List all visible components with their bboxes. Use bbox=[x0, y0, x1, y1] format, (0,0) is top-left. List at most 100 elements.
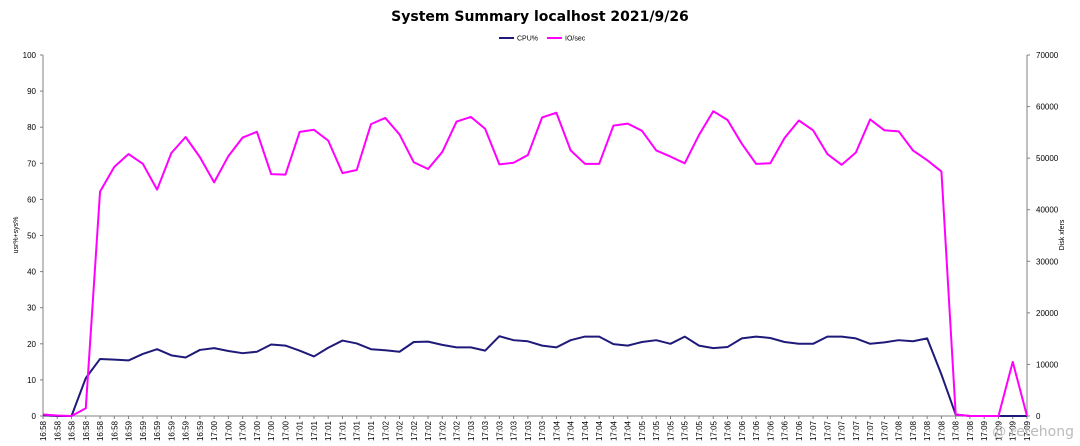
x-tick-label: 17:08 bbox=[909, 420, 918, 441]
x-tick-label: 16:58 bbox=[68, 420, 77, 441]
x-tick-label: 17:01 bbox=[367, 420, 376, 441]
x-tick-label: 16:58 bbox=[53, 420, 62, 441]
x-tick-label: 17:02 bbox=[396, 420, 405, 441]
x-tick-label: 16:59 bbox=[167, 420, 176, 441]
x-tick-label: 17:06 bbox=[766, 420, 775, 441]
x-tick-label: 17:01 bbox=[353, 420, 362, 441]
x-tick-label: 17:06 bbox=[781, 420, 790, 441]
x-ticks: 16:58 16:58 16:58 16:58 16:58 16:58 16:59 16:59… bbox=[39, 416, 1032, 441]
x-tick-label: 16:59 bbox=[196, 420, 205, 441]
x-tick-label: 17:07 bbox=[823, 420, 832, 441]
x-tick-label: 17:00 bbox=[253, 420, 262, 441]
x-tick-label: 17:05 bbox=[666, 420, 675, 441]
x-tick-label: 17:04 bbox=[581, 420, 590, 441]
y-tick-label-right: 10000 bbox=[1036, 360, 1059, 369]
x-tick-label: 17:06 bbox=[724, 420, 733, 441]
y-tick-label-right: 50000 bbox=[1036, 154, 1059, 163]
x-tick-label: 17:00 bbox=[210, 420, 219, 441]
x-tick-label: 17:08 bbox=[923, 420, 932, 441]
x-tick-label: 17:08 bbox=[937, 420, 946, 441]
y-tick-label-left: 40 bbox=[27, 268, 36, 277]
x-tick-label: 17:08 bbox=[966, 420, 975, 441]
x-tick-label: 17:00 bbox=[281, 420, 290, 441]
x-tick-label: 16:59 bbox=[153, 420, 162, 441]
x-tick-label: 17:02 bbox=[424, 420, 433, 441]
x-tick-label: 17:03 bbox=[495, 420, 504, 441]
x-tick-label: 17:09 bbox=[1023, 420, 1032, 441]
x-tick-label: 16:59 bbox=[139, 420, 148, 441]
x-tick-label: 17:04 bbox=[595, 420, 604, 441]
x-tick-label: 17:03 bbox=[510, 420, 519, 441]
chart-title: System Summary localhost 2021/9/26 bbox=[391, 9, 689, 25]
x-tick-label: 16:58 bbox=[39, 420, 48, 441]
y-tick-label-left: 20 bbox=[27, 340, 36, 349]
y-tick-label-left: 90 bbox=[27, 87, 36, 96]
x-tick-label: 17:05 bbox=[652, 420, 661, 441]
x-tick-label: 17:02 bbox=[438, 420, 447, 441]
y-tick-label-right: 60000 bbox=[1036, 103, 1059, 112]
x-tick-label: 17:07 bbox=[809, 420, 818, 441]
x-tick-label: 17:06 bbox=[795, 420, 804, 441]
y-tick-label-left: 50 bbox=[27, 232, 36, 241]
x-tick-label: 16:58 bbox=[96, 420, 105, 441]
x-tick-label: 17:05 bbox=[709, 420, 718, 441]
x-tick-label: 17:07 bbox=[880, 420, 889, 441]
legend-label-io: IO/sec bbox=[565, 36, 586, 43]
x-tick-label: 17:02 bbox=[453, 420, 462, 441]
x-tick-label: 16:59 bbox=[182, 420, 191, 441]
y-tick-label-right: 20000 bbox=[1036, 309, 1059, 318]
legend-label-cpu: CPU% bbox=[517, 36, 538, 43]
x-tick-label: 17:06 bbox=[738, 420, 747, 441]
x-tick-label: 17:08 bbox=[952, 420, 961, 441]
y-tick-label-left: 70 bbox=[27, 159, 36, 168]
x-tick-label: 17:04 bbox=[609, 420, 618, 441]
y-tick-label-left: 80 bbox=[27, 123, 36, 132]
x-tick-label: 17:05 bbox=[695, 420, 704, 441]
y-tick-label-left: 100 bbox=[23, 51, 37, 60]
y-tick-label-left: 60 bbox=[27, 195, 36, 204]
x-tick-label: 17:00 bbox=[239, 420, 248, 441]
x-tick-label: 16:59 bbox=[125, 420, 134, 441]
x-tick-label: 17:07 bbox=[852, 420, 861, 441]
y-tick-label-left: 30 bbox=[27, 304, 36, 313]
x-tick-label: 17:06 bbox=[752, 420, 761, 441]
x-tick-label: 17:03 bbox=[524, 420, 533, 441]
x-tick-label: 17:01 bbox=[310, 420, 319, 441]
series-line-cpu bbox=[42, 335, 1027, 417]
x-tick-label: 17:03 bbox=[481, 420, 490, 441]
y-ticks-left: 0 10 20 30 40 50 60 70 80 90 100 bbox=[23, 51, 43, 421]
x-tick-label: 17:04 bbox=[624, 420, 633, 441]
x-tick-label: 17:04 bbox=[552, 420, 561, 441]
y-tick-label-right: 0 bbox=[1036, 412, 1041, 421]
x-tick-label: 17:09 bbox=[994, 420, 1003, 441]
x-tick-label: 17:00 bbox=[267, 420, 276, 441]
x-tick-label: 17:03 bbox=[467, 420, 476, 441]
y-tick-label-left: 10 bbox=[27, 376, 36, 385]
x-tick-label: 17:08 bbox=[895, 420, 904, 441]
y-tick-label-right: 30000 bbox=[1036, 257, 1059, 266]
x-tick-label: 17:09 bbox=[1009, 420, 1018, 441]
series-line-io bbox=[42, 110, 1028, 417]
y-ticks-right: 0 10000 20000 30000 40000 50000 60000 70000 bbox=[1027, 51, 1059, 421]
y-tick-label-right: 70000 bbox=[1036, 51, 1059, 60]
x-tick-label: 16:58 bbox=[82, 420, 91, 441]
series-group bbox=[42, 110, 1028, 417]
x-tick-label: 17:03 bbox=[538, 420, 547, 441]
x-tick-label: 17:07 bbox=[866, 420, 875, 441]
watermark: @ retehong bbox=[992, 424, 1074, 440]
x-tick-label: 17:05 bbox=[681, 420, 690, 441]
x-tick-label: 17:02 bbox=[381, 420, 390, 441]
y-axis-left-label: usr%+sys% bbox=[13, 217, 20, 254]
x-tick-label: 16:58 bbox=[110, 420, 119, 441]
x-tick-label: 17:07 bbox=[838, 420, 847, 441]
x-tick-label: 17:00 bbox=[224, 420, 233, 441]
x-tick-label: 17:01 bbox=[324, 420, 333, 441]
x-tick-label: 17:05 bbox=[638, 420, 647, 441]
x-tick-label: 17:02 bbox=[410, 420, 419, 441]
x-tick-label: 17:09 bbox=[980, 420, 989, 441]
x-tick-label: 17:04 bbox=[567, 420, 576, 441]
y-tick-label-right: 40000 bbox=[1036, 206, 1059, 215]
legend: CPU% IO/sec bbox=[499, 36, 586, 43]
y-tick-label-left: 0 bbox=[32, 412, 37, 421]
x-tick-label: 17:01 bbox=[296, 420, 305, 441]
